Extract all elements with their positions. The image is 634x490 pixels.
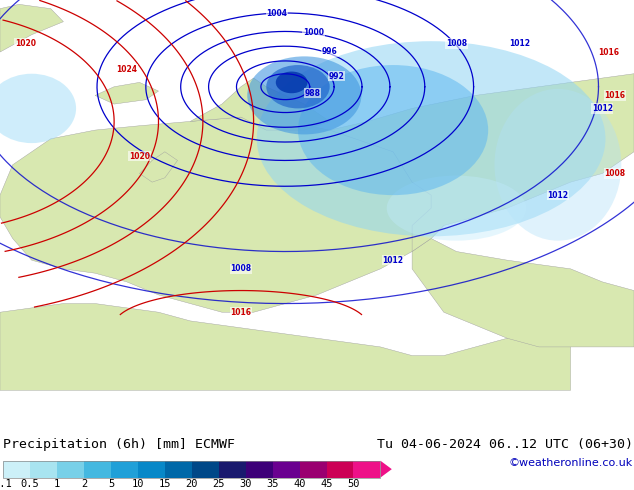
- Bar: [3, 461, 380, 478]
- Text: Precipitation (6h) [mm] ECMWF: Precipitation (6h) [mm] ECMWF: [3, 438, 235, 451]
- Text: Tu 04-06-2024 06..12 UTC (06+30): Tu 04-06-2024 06..12 UTC (06+30): [377, 438, 633, 451]
- Ellipse shape: [495, 89, 621, 241]
- Bar: [327, 461, 354, 478]
- Bar: [191, 461, 219, 478]
- Text: 50: 50: [347, 479, 359, 490]
- Text: 1024: 1024: [116, 65, 138, 74]
- Bar: [299, 461, 327, 478]
- Polygon shape: [380, 461, 392, 478]
- Text: 1012: 1012: [509, 39, 531, 48]
- Text: 1020: 1020: [15, 39, 36, 48]
- Polygon shape: [95, 82, 158, 104]
- Text: ©weatheronline.co.uk: ©weatheronline.co.uk: [508, 458, 633, 468]
- Text: 35: 35: [266, 479, 279, 490]
- Text: 1016: 1016: [598, 48, 619, 56]
- Bar: [84, 461, 111, 478]
- Text: 1008: 1008: [230, 265, 252, 273]
- Text: 5: 5: [108, 479, 114, 490]
- Text: 1012: 1012: [382, 256, 404, 265]
- Text: 1016: 1016: [230, 308, 252, 317]
- Text: 25: 25: [212, 479, 225, 490]
- Text: 10: 10: [132, 479, 144, 490]
- Bar: [57, 461, 84, 478]
- Ellipse shape: [247, 56, 361, 134]
- Text: 30: 30: [240, 479, 252, 490]
- Text: 1008: 1008: [604, 169, 626, 178]
- Polygon shape: [0, 4, 63, 52]
- Text: 1004: 1004: [266, 9, 288, 18]
- Text: 1: 1: [54, 479, 60, 490]
- Text: 20: 20: [186, 479, 198, 490]
- Bar: [219, 461, 245, 478]
- Text: 0.5: 0.5: [21, 479, 39, 490]
- Text: 2: 2: [81, 479, 87, 490]
- Text: 40: 40: [294, 479, 306, 490]
- Polygon shape: [330, 74, 634, 251]
- Text: 15: 15: [158, 479, 171, 490]
- Bar: [354, 461, 380, 478]
- Bar: [3, 461, 30, 478]
- Ellipse shape: [387, 175, 526, 241]
- Bar: [111, 461, 138, 478]
- Text: 1012: 1012: [547, 191, 569, 199]
- Bar: [138, 461, 165, 478]
- Polygon shape: [0, 304, 571, 390]
- Text: 992: 992: [328, 72, 344, 81]
- Polygon shape: [412, 239, 634, 347]
- Text: 45: 45: [320, 479, 333, 490]
- Polygon shape: [139, 152, 178, 182]
- Ellipse shape: [257, 41, 605, 236]
- Ellipse shape: [298, 65, 488, 195]
- Ellipse shape: [276, 72, 307, 93]
- Bar: [245, 461, 273, 478]
- Polygon shape: [0, 117, 456, 312]
- Ellipse shape: [0, 74, 76, 143]
- Text: 996: 996: [322, 47, 338, 56]
- Text: 988: 988: [305, 89, 321, 98]
- Text: 1000: 1000: [303, 28, 324, 37]
- Ellipse shape: [266, 65, 330, 108]
- Text: 0.1: 0.1: [0, 479, 13, 490]
- Text: 1016: 1016: [604, 91, 626, 100]
- Text: 1020: 1020: [129, 151, 150, 161]
- Bar: [165, 461, 191, 478]
- Bar: [30, 461, 57, 478]
- Bar: [273, 461, 299, 478]
- Text: 1008: 1008: [446, 39, 467, 48]
- Polygon shape: [190, 78, 330, 130]
- Text: 1012: 1012: [592, 104, 613, 113]
